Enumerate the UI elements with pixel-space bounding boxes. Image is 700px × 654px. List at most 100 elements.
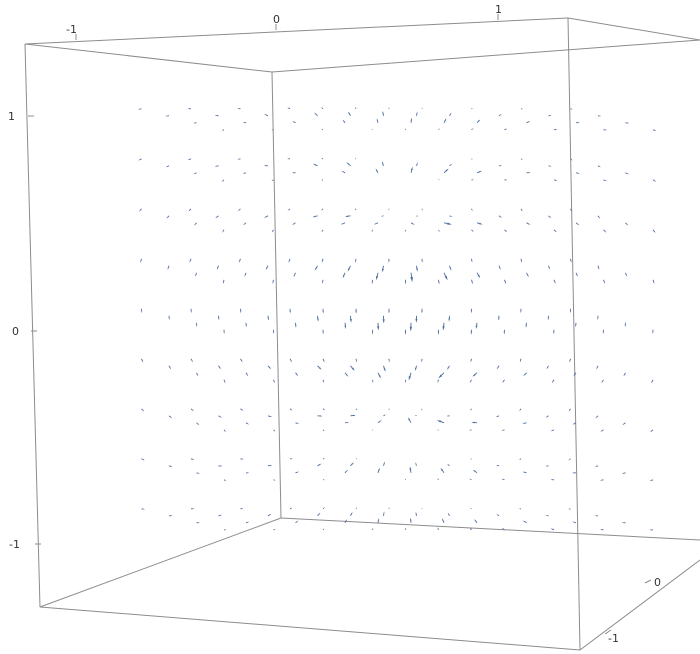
arrow-shaft <box>519 408 522 411</box>
arrow-head <box>500 165 503 167</box>
arrow-head <box>521 209 523 212</box>
arrow-shaft <box>383 414 385 417</box>
arrow-head <box>170 416 173 419</box>
arrow-head <box>421 209 423 211</box>
arrow-head <box>437 332 440 335</box>
vector-arrow <box>438 128 440 131</box>
arrow-head <box>416 268 418 272</box>
arrow-head <box>470 458 471 460</box>
arrow-head <box>196 374 199 377</box>
arrow-head <box>528 172 531 174</box>
vector-arrow <box>545 514 549 517</box>
arrow-shaft <box>498 114 501 117</box>
arrow-head <box>475 325 478 329</box>
arrow-head <box>472 469 476 472</box>
arrow-shaft <box>498 265 501 268</box>
arrow-head <box>347 268 350 272</box>
arrow-head <box>500 216 502 218</box>
arrow-head <box>654 129 657 131</box>
vector-arrow <box>273 529 276 531</box>
arrow-shaft <box>293 121 296 124</box>
vector-arrow <box>223 329 225 334</box>
arrow-head <box>269 415 273 417</box>
vector-arrow <box>273 479 276 481</box>
arrow-shaft <box>350 365 353 369</box>
arrow-head <box>342 119 345 122</box>
arrow-head <box>291 409 293 411</box>
arrow-shaft <box>321 229 324 232</box>
vector-arrow <box>545 465 549 467</box>
vector-arrow <box>377 372 381 379</box>
vector-arrow <box>570 208 573 212</box>
arrow-head <box>191 360 193 363</box>
vector-arrow <box>623 372 626 377</box>
arrow-head <box>321 230 323 233</box>
vector-arrow <box>314 112 318 117</box>
arrow-shaft <box>349 113 351 117</box>
arrow-head <box>241 458 244 460</box>
arrow-head <box>271 129 273 131</box>
arrow-head <box>597 317 599 320</box>
vector-arrow <box>322 279 324 284</box>
vector-arrow <box>245 422 250 425</box>
vector-arrow <box>548 265 550 270</box>
arrow-shaft <box>497 514 500 517</box>
arrow-shaft <box>321 107 324 110</box>
arrow-shaft <box>470 528 472 531</box>
arrow-head <box>344 325 347 329</box>
arrow-shaft <box>239 208 241 211</box>
vector-arrow <box>267 415 273 417</box>
arrow-head <box>501 527 504 530</box>
arrow-head <box>372 430 374 431</box>
vector-arrow <box>440 467 445 474</box>
arrow-head <box>472 128 474 130</box>
arrow-head <box>598 267 600 270</box>
arrow-shaft <box>449 164 451 167</box>
arrow-head <box>188 209 191 212</box>
vector-arrow <box>569 308 571 313</box>
vector-arrow <box>595 415 599 419</box>
arrow-head <box>379 420 382 423</box>
arrow-head <box>598 216 601 219</box>
arrow-head <box>189 260 191 263</box>
vector-arrow <box>495 415 500 417</box>
arrow-shaft <box>273 379 275 382</box>
arrow-head <box>627 122 630 124</box>
vector-arrow <box>350 365 355 371</box>
vector-arrow <box>223 479 227 481</box>
vector-arrow <box>214 165 219 167</box>
vector-arrow <box>601 379 604 384</box>
arrow-shaft <box>651 379 654 382</box>
vector-arrow <box>237 158 241 160</box>
vector-arrow <box>548 165 552 167</box>
vector-arrow <box>322 507 325 510</box>
arrow-head <box>437 381 439 383</box>
arrow-head <box>444 275 448 281</box>
vector-arrow <box>437 379 439 383</box>
arrow-shaft <box>475 520 478 524</box>
vector-arrow <box>168 415 173 419</box>
vector-arrow <box>447 512 450 517</box>
vector-arrow <box>519 408 522 412</box>
arrow-head <box>621 522 624 524</box>
arrow-head <box>410 276 413 283</box>
arrow-shaft <box>343 272 346 276</box>
arrow-head <box>345 374 349 377</box>
vector-arrow <box>138 158 142 161</box>
vector-arrow <box>222 229 225 233</box>
arrow-shaft <box>343 222 346 225</box>
arrow-shaft <box>504 229 507 232</box>
vector-arrow <box>447 463 450 467</box>
x-tick-label: 1 <box>495 3 502 16</box>
vector-arrow <box>548 115 552 117</box>
vector-arrow <box>289 507 293 510</box>
vector-arrow <box>520 258 522 263</box>
arrow-shaft <box>383 463 385 466</box>
arrow-shaft <box>476 272 479 276</box>
vector-arrow <box>313 163 318 167</box>
vector-arrow <box>239 258 241 263</box>
arrow-head <box>469 527 471 529</box>
vector-arrow <box>449 163 453 167</box>
arrow-shaft <box>245 521 248 524</box>
